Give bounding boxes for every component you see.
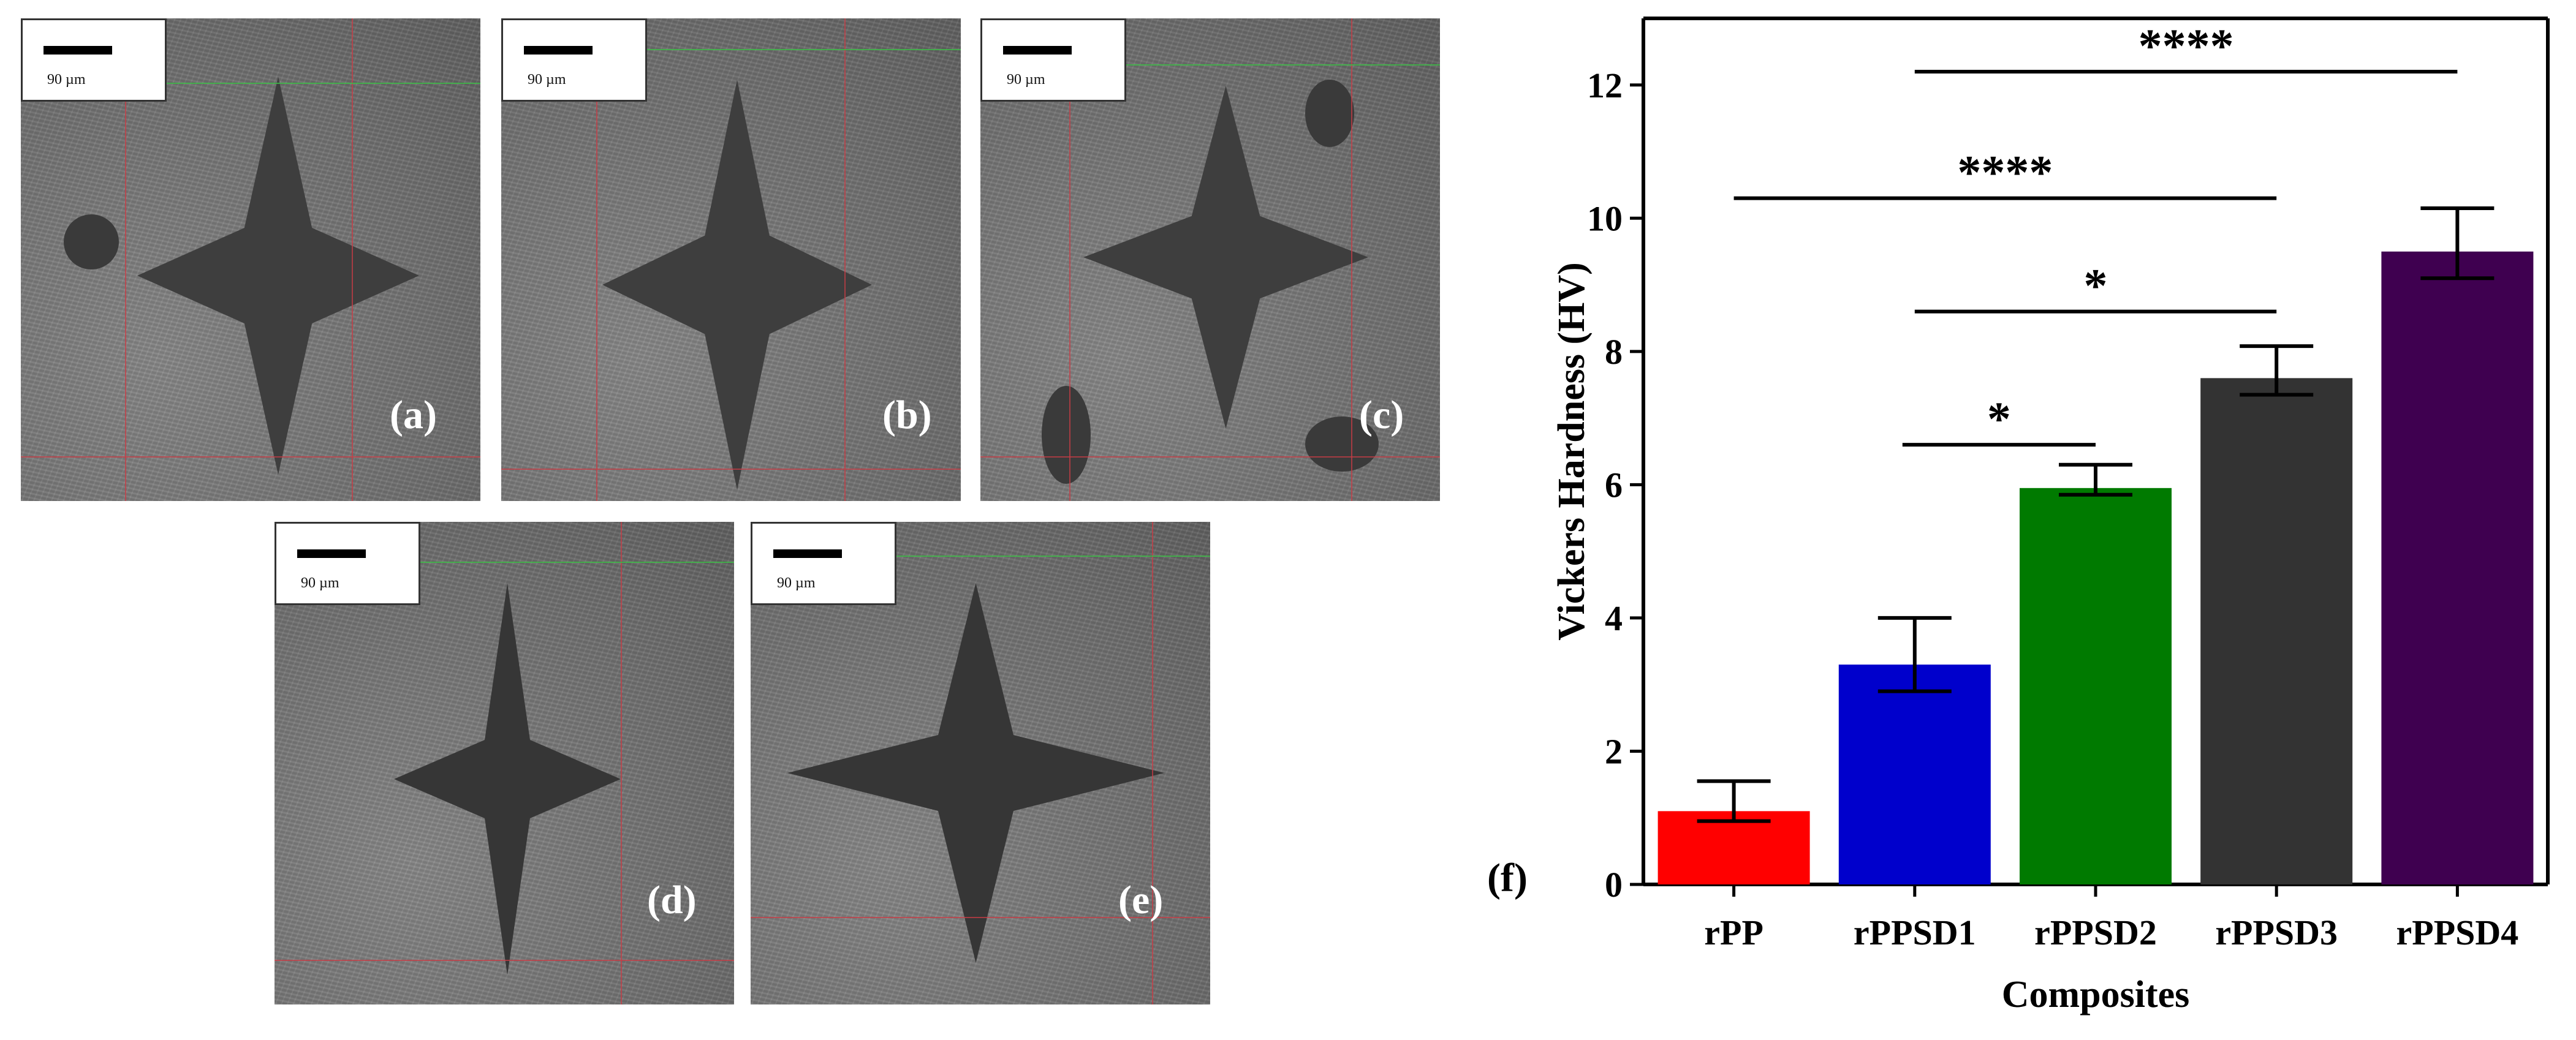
micrograph-d: 90 µm (d) (275, 522, 734, 1004)
y-tick-label: 2 (1605, 731, 1623, 771)
bar-rPPSD2 (2020, 488, 2172, 884)
scale-text-e: 90 µm (777, 575, 816, 591)
panel-label-d: (d) (647, 878, 697, 922)
measure-line-a3 (21, 456, 480, 458)
measure-line-a2 (352, 18, 353, 501)
measure-line-c3 (980, 456, 1440, 458)
bar-rPP (1657, 811, 1810, 884)
measure-line-b1 (596, 18, 597, 501)
measure-line-c4 (1115, 64, 1440, 66)
scale-box-e: 90 µm (751, 522, 896, 605)
panel-label-f: (f) (1487, 856, 1528, 900)
indent-d (394, 583, 621, 975)
panel-label-c: (c) (1359, 393, 1404, 437)
scale-bar-e (773, 549, 842, 558)
x-axis-label: Composites (2002, 974, 2190, 1016)
micrograph-e: 90 µm (e) (751, 522, 1210, 1004)
indent-a (137, 77, 419, 475)
hardness-bar-chart: (f) Vickers Hardness (HV) Composites 0 2 4… (1487, 17, 2550, 1016)
x-tick-label: rPPSD4 (2396, 913, 2519, 952)
bar-rPPSD3 (2200, 378, 2353, 884)
scale-text-b: 90 µm (528, 72, 566, 88)
scale-box-c: 90 µm (980, 18, 1126, 102)
scale-bar-d (297, 549, 366, 558)
panel-label-b: (b) (882, 393, 932, 437)
significance-label: **** (1957, 146, 2053, 199)
scale-box-b: 90 µm (501, 18, 647, 102)
panel-label-a: (a) (390, 393, 437, 437)
indent-e (787, 583, 1164, 963)
scale-text-d: 90 µm (301, 575, 339, 591)
micrograph-a: 90 µm (a) (21, 18, 480, 501)
measure-line-e2 (751, 917, 1210, 918)
scale-text-c: 90 µm (1007, 72, 1045, 88)
micrograph-b: 90 µm (b) (501, 18, 961, 501)
bar-rPPSD4 (2381, 251, 2534, 884)
indent-b (602, 80, 872, 490)
pore-c3 (1042, 386, 1091, 484)
y-tick-label: 10 (1587, 198, 1623, 238)
measure-line-d3 (409, 562, 734, 563)
scale-box-d: 90 µm (275, 522, 420, 605)
scale-bar-c (1003, 46, 1072, 55)
y-tick-label: 12 (1587, 66, 1623, 105)
significance-label: * (2084, 259, 2108, 312)
significance-label: **** (2138, 19, 2234, 72)
scale-bar-b (524, 46, 593, 55)
y-tick-label: 0 (1605, 865, 1623, 905)
measure-line-e1 (1152, 522, 1153, 1004)
micrograph-c: 90 µm (c) (980, 18, 1440, 501)
panel-label-e: (e) (1118, 878, 1164, 922)
scale-text-a: 90 µm (47, 72, 86, 88)
measure-line-b3 (501, 469, 961, 470)
measure-line-a4 (125, 83, 480, 84)
x-tick-label: rPPSD3 (2215, 913, 2338, 952)
pore-c1 (1305, 80, 1354, 147)
measure-line-e3 (885, 556, 1210, 557)
measure-line-b4 (636, 49, 961, 50)
measure-line-d1 (621, 522, 622, 1004)
scale-box-a: 90 µm (21, 18, 167, 102)
measure-line-b2 (844, 18, 846, 501)
measure-line-c1 (1069, 18, 1070, 501)
significance-label: * (1987, 392, 2011, 445)
scale-bar-a (44, 46, 112, 55)
y-axis-label: Vickers Hardness (HV) (1551, 262, 1593, 641)
pore-a (64, 214, 119, 269)
x-tick-label: rPPSD1 (1854, 913, 1976, 952)
x-tick-label: rPP (1704, 913, 1763, 952)
y-tick-label: 4 (1605, 598, 1623, 638)
measure-line-c2 (1351, 18, 1352, 501)
y-tick-label: 6 (1605, 465, 1623, 505)
measure-line-a1 (125, 18, 126, 501)
x-tick-label: rPPSD2 (2034, 913, 2157, 952)
pore-c2 (1305, 416, 1379, 472)
bar-rPPSD1 (1838, 665, 1991, 884)
y-tick-label: 8 (1605, 332, 1623, 372)
measure-line-d2 (275, 960, 734, 961)
